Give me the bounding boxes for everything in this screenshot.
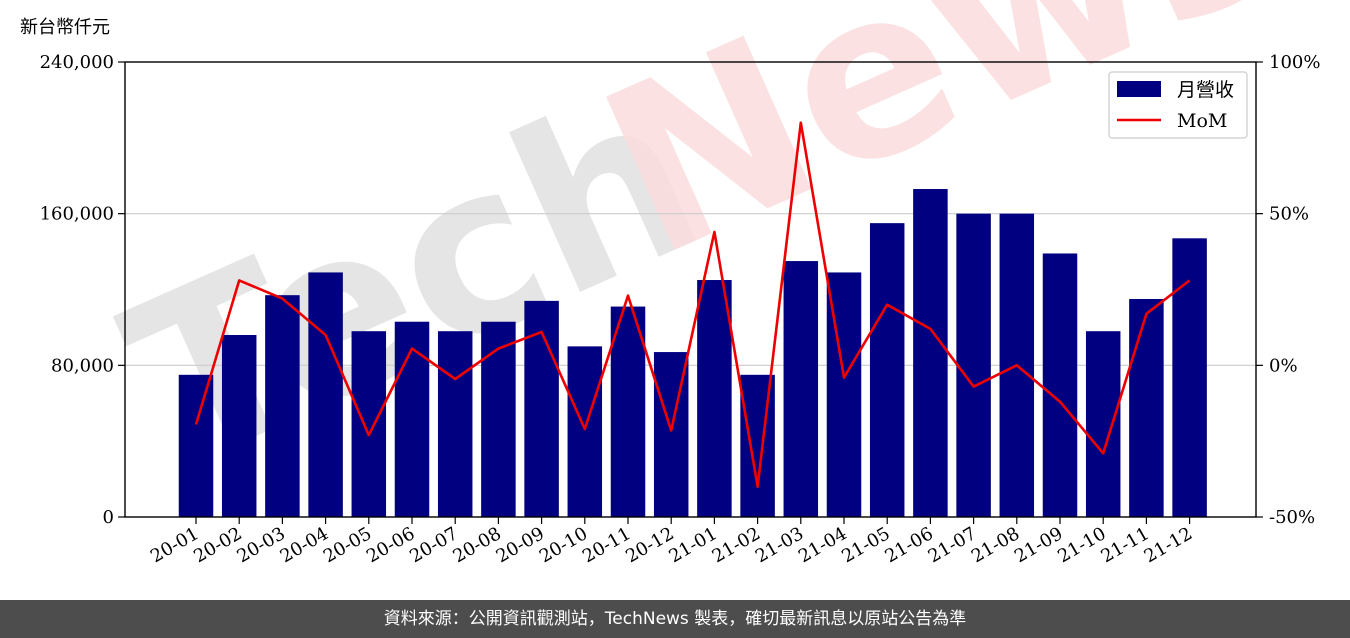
x-tick-label: 21-04	[795, 523, 850, 567]
bar	[869, 223, 905, 518]
bar	[1042, 253, 1078, 517]
x-tick-label: 20-09	[493, 523, 548, 567]
y-left-tick-label: 160,000	[40, 204, 114, 225]
bar	[308, 272, 343, 517]
legend-swatch-bar	[1117, 81, 1161, 97]
bar	[178, 374, 214, 517]
bar	[394, 321, 430, 517]
bar	[783, 261, 819, 517]
bar	[740, 374, 775, 517]
x-tick-label: 20-10	[536, 523, 591, 567]
y-left-tick-label: 80,000	[51, 355, 114, 376]
x-tick-label: 20-12	[622, 523, 677, 567]
bar	[567, 346, 603, 517]
x-tick-label: 20-02	[190, 523, 245, 567]
x-tick-label: 20-08	[449, 523, 504, 567]
y-right-tick-label: 100%	[1269, 52, 1320, 73]
bar	[265, 295, 300, 517]
x-tick-label: 21-06	[881, 523, 936, 567]
y-unit-label: 新台幣仟元	[20, 17, 110, 38]
x-tick-label: 21-12	[1141, 523, 1196, 567]
x-tick-label: 20-04	[277, 523, 332, 567]
x-tick-label: 21-01	[665, 523, 720, 567]
legend-label-revenue: 月營收	[1177, 79, 1234, 101]
legend-label-mom: MoM	[1177, 110, 1227, 132]
x-tick-label: 21-03	[752, 523, 807, 567]
bar	[697, 280, 732, 517]
bar	[481, 321, 516, 517]
x-tick-label: 20-07	[406, 523, 461, 567]
x-tick-label: 21-10	[1054, 523, 1109, 567]
y-left-tick-label: 240,000	[40, 52, 114, 73]
x-tick-label: 20-06	[363, 523, 418, 567]
revenue-chart: Tech News 0 80,000 160,000 240,000 -50% 0% 50% 1…	[20, 0, 1320, 567]
bar	[1172, 238, 1207, 517]
plot-frame	[124, 61, 1257, 518]
line-series	[194, 121, 1191, 489]
legend: 月營收 MoM	[1108, 71, 1248, 139]
x-tick-label: 20-01	[147, 523, 202, 567]
y-right-tick-label: 50%	[1269, 204, 1309, 225]
source-note: 資料來源：公開資訊觀測站，TechNews 製表，確切最新訊息以原站公告為準	[383, 609, 967, 629]
mom-line	[194, 121, 1191, 489]
bar	[1129, 298, 1164, 517]
bar	[956, 213, 991, 517]
source-footer: 資料來源：公開資訊觀測站，TechNews 製表，確切最新訊息以原站公告為準	[0, 600, 1350, 638]
x-tick-label: 20-11	[579, 523, 634, 567]
bar	[1085, 331, 1121, 517]
x-tick-label: 20-05	[320, 523, 375, 567]
y-left-tick-label: 0	[103, 507, 114, 528]
x-tick-label: 21-07	[925, 523, 980, 567]
bar	[913, 189, 948, 518]
y-right-tick-label: -50%	[1269, 507, 1315, 528]
bar	[221, 335, 257, 517]
x-tick-label: 21-08	[968, 523, 1023, 567]
y-right-tick-label: 0%	[1269, 355, 1298, 376]
bar	[351, 331, 387, 517]
bar	[437, 331, 473, 517]
bar	[610, 306, 646, 517]
chart-svg: TechNews 080,000160,000240,000-50%0%50%1…	[20, 0, 1320, 567]
bar-series	[178, 189, 1207, 518]
x-tick-label: 21-09	[1011, 523, 1066, 567]
x-tick-label: 21-02	[709, 523, 764, 567]
x-tick-label: 20-03	[233, 523, 288, 567]
x-tick-label: 21-11	[1097, 523, 1152, 567]
x-tick-label: 21-05	[838, 523, 893, 567]
